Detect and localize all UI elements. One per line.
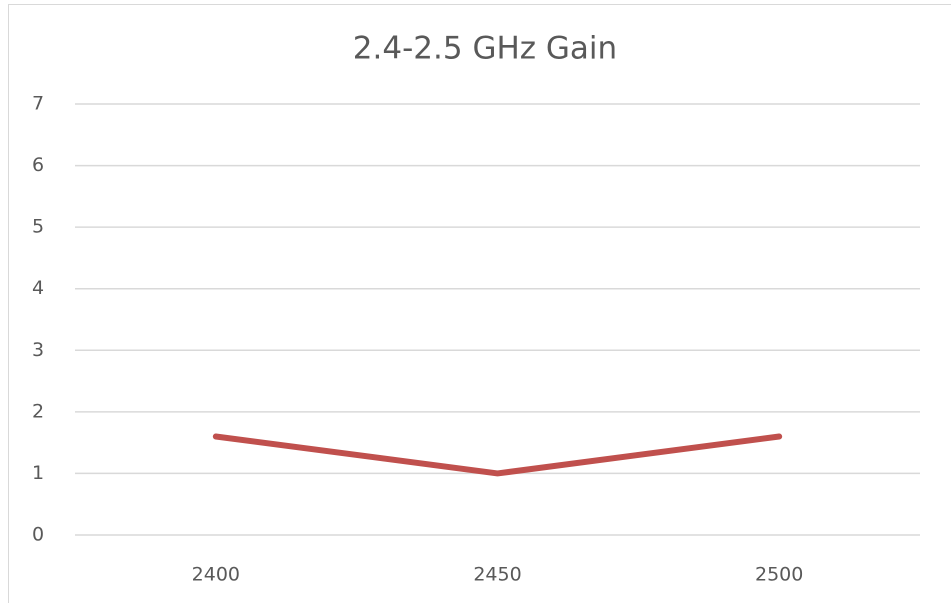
x-tick-label: 2450	[473, 564, 521, 586]
y-tick-label: 0	[32, 524, 44, 546]
x-tick-label: 2400	[192, 564, 240, 586]
y-tick-label: 5	[32, 216, 44, 238]
data-line	[212, 433, 783, 477]
chart-frame	[8, 4, 951, 603]
y-tick-label: 4	[32, 277, 44, 299]
y-tick-label: 3	[32, 339, 44, 361]
y-tick-label: 6	[32, 154, 44, 176]
y-tick-label: 7	[32, 93, 44, 115]
x-tick-label: 2500	[755, 564, 803, 586]
y-tick-label: 2	[32, 400, 44, 422]
chart-title: 2.4-2.5 GHz Gain	[353, 31, 617, 67]
y-tick-label: 1	[32, 462, 44, 484]
